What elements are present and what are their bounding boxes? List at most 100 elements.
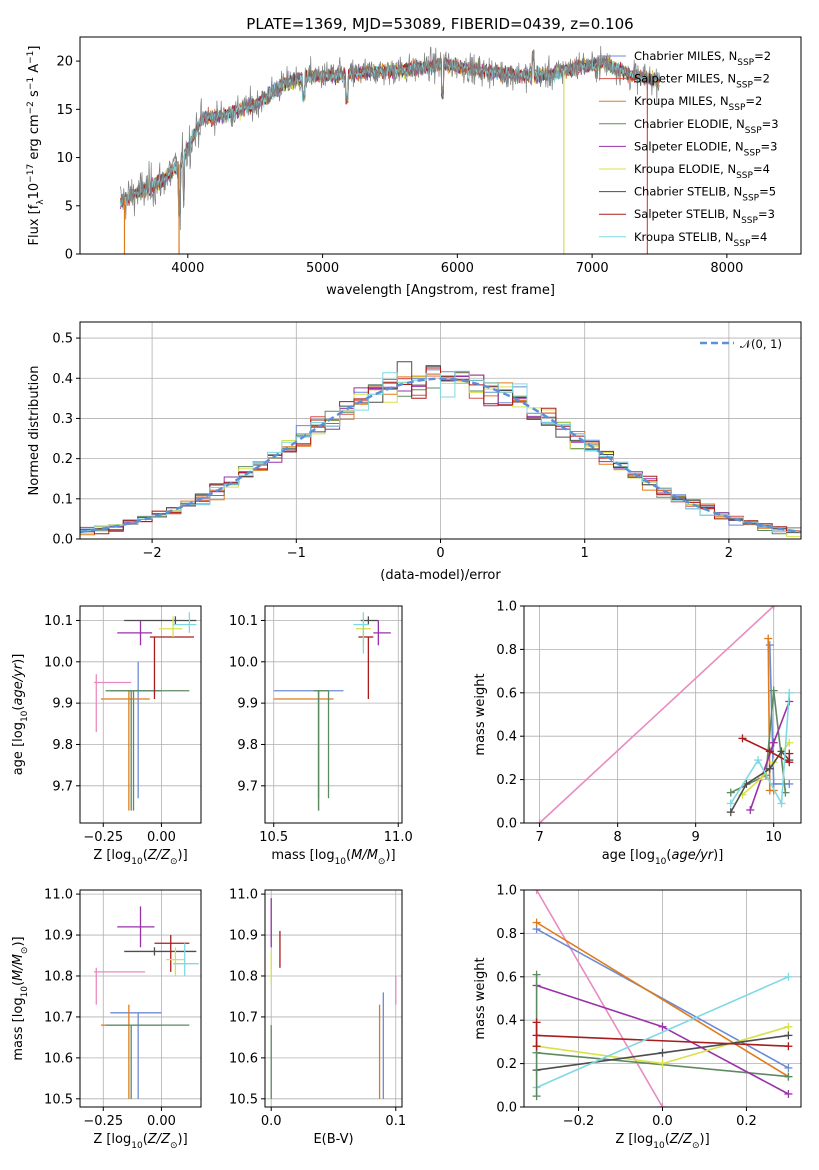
plus-marker [777, 799, 786, 808]
error-bar-point [124, 947, 197, 956]
x-tick-label: 0 [436, 546, 444, 561]
plus-marker [658, 1059, 667, 1068]
mass-weight-line [536, 1034, 789, 1047]
y-tick-label: 11.0 [44, 888, 73, 903]
x-tick-label: −2 [143, 546, 162, 561]
axes-mass-vs-Z: −0.25 0.00 10.5 10.6 10.7 10.8 10.9 11.0 Z [log1… [11, 888, 202, 1151]
plus-marker [765, 747, 774, 756]
plus-marker [784, 1022, 793, 1031]
x-tick-label: 10 [765, 830, 782, 845]
y-tick-label: 10.8 [229, 969, 258, 984]
y-tick-label: 10.8 [44, 969, 73, 984]
plus-marker [738, 734, 747, 743]
x-tick-label: 6000 [441, 261, 474, 276]
plot-area [273, 612, 391, 811]
plus-marker [764, 634, 773, 643]
y-tick-label: 10.9 [44, 929, 73, 944]
plus-marker [532, 1092, 541, 1101]
error-bar-point [159, 616, 183, 637]
y-tick-label: 10.6 [229, 1051, 258, 1066]
gaussian-curve [80, 377, 801, 534]
x-tick-label: 10.5 [259, 830, 288, 845]
axis-frame: 0.0 0.1 10.5 10.6 10.7 10.8 10.9 11.0 E(B-V) [229, 888, 406, 1147]
axes-age-vs-Z: −0.25 0.00 9.7 9.8 9.9 10.0 10.1 Z [log10(Z/Z⊙)… [11, 605, 202, 867]
error-bar-point [93, 967, 146, 1005]
error-bar-point [105, 1024, 190, 1099]
y-tick-label: 0.0 [496, 817, 517, 832]
plot-area [93, 612, 197, 811]
plus-marker [785, 688, 794, 697]
legend-label: Salpeter ELODIE, NSSP=3 [634, 139, 777, 158]
plus-marker [784, 972, 793, 981]
plot-area [119, 45, 660, 254]
legend-label: Chabrier MILES, NSSP=2 [634, 49, 771, 68]
plus-marker [777, 747, 786, 756]
error-bar-point [166, 947, 185, 976]
y-tick-label: 0.4 [496, 1014, 517, 1029]
x-tick-label: −0.2 [563, 1114, 595, 1129]
plus-marker [785, 779, 794, 788]
x-tick-label: −1 [287, 546, 306, 561]
x-tick-label: 5000 [306, 261, 339, 276]
x-tick-label: 7 [535, 830, 543, 845]
y-axis-label: Normed distribution [27, 366, 42, 496]
x-axis-label: Z [log10(Z/Z⊙)] [93, 1132, 187, 1151]
error-bar-point [105, 690, 190, 811]
y-tick-label: 9.7 [237, 779, 258, 794]
plus-marker [784, 1042, 793, 1051]
legend: 𝒩(0, 1) [700, 337, 782, 351]
y-tick-label: 0.2 [496, 1057, 517, 1072]
y-tick-label: 0.0 [496, 1101, 517, 1116]
y-tick-label: 10.1 [229, 614, 258, 629]
x-tick-label: 0.0 [652, 1114, 673, 1129]
plus-marker [532, 890, 541, 894]
x-tick-label: −0.25 [83, 1114, 123, 1129]
legend-label: Kroupa MILES, NSSP=2 [634, 94, 762, 113]
y-tick-label: 0.8 [496, 927, 517, 942]
plus-marker [746, 805, 755, 814]
plus-marker [769, 606, 778, 610]
y-tick-label: 10.5 [44, 1092, 73, 1107]
y-tick-label: 0.6 [496, 686, 517, 701]
axis-frame: −0.25 0.00 9.7 9.8 9.9 10.0 10.1 Z [log10(Z/Z⊙)… [11, 605, 202, 867]
legend-label: Chabrier STELIB, NSSP=5 [634, 185, 776, 204]
axes-age-vs-mass: 10.5 11.0 9.7 9.8 9.9 10.0 10.1 mass [log10(M/M… [229, 605, 413, 867]
error-bar-point [117, 906, 155, 948]
plus-marker [532, 1042, 541, 1051]
y-tick-label: 9.8 [237, 738, 258, 753]
y-tick-label: 5 [65, 199, 73, 214]
x-axis-label: Z [log10(Z/Z⊙)] [93, 848, 187, 867]
y-tick-label: 1.0 [496, 884, 517, 899]
x-axis-label: age [log10(age/yr)] [602, 848, 724, 867]
y-tick-label: 9.9 [52, 697, 73, 712]
plus-marker [765, 764, 774, 773]
y-tick-label: 0.8 [496, 643, 517, 658]
mass-weight-line [539, 606, 775, 823]
y-axis-label: mass weight [473, 957, 488, 1039]
y-tick-label: 0.4 [496, 730, 517, 745]
y-tick-label: 9.8 [52, 738, 73, 753]
axes-spectrum: 4000 5000 6000 7000 8000 0 5 10 15 20 wavelength [… [26, 36, 802, 298]
y-axis-label: mass [log10(M/M⊙)] [11, 936, 30, 1060]
x-tick-label: 9 [692, 830, 700, 845]
mass-weight-line [536, 976, 789, 1089]
axis-frame: 10.5 11.0 9.7 9.8 9.9 10.0 10.1 mass [log10(M/M… [229, 605, 413, 867]
y-tick-label: 15 [56, 103, 73, 118]
plus-marker [765, 641, 774, 650]
plus-marker [658, 1022, 667, 1031]
y-tick-label: 0.3 [52, 412, 73, 427]
plus-marker [769, 686, 778, 695]
x-axis-label: (data-model)/error [380, 568, 501, 583]
mass-weight-line [536, 921, 789, 1078]
x-axis-label: Z [log10(Z/Z⊙)] [615, 1132, 709, 1151]
error-bar-point [358, 636, 374, 699]
mass-weight-line [535, 890, 664, 1107]
x-tick-label: −0.25 [83, 830, 123, 845]
error-bar-point [117, 620, 153, 646]
plus-marker [785, 738, 794, 747]
axis-frame: 7 8 9 10 0.0 0.2 0.4 0.6 0.8 1.0 age [log10(age/yr… [473, 600, 802, 867]
plot-area [535, 606, 794, 823]
plus-marker [784, 1063, 793, 1072]
y-tick-label: 10.9 [229, 929, 258, 944]
